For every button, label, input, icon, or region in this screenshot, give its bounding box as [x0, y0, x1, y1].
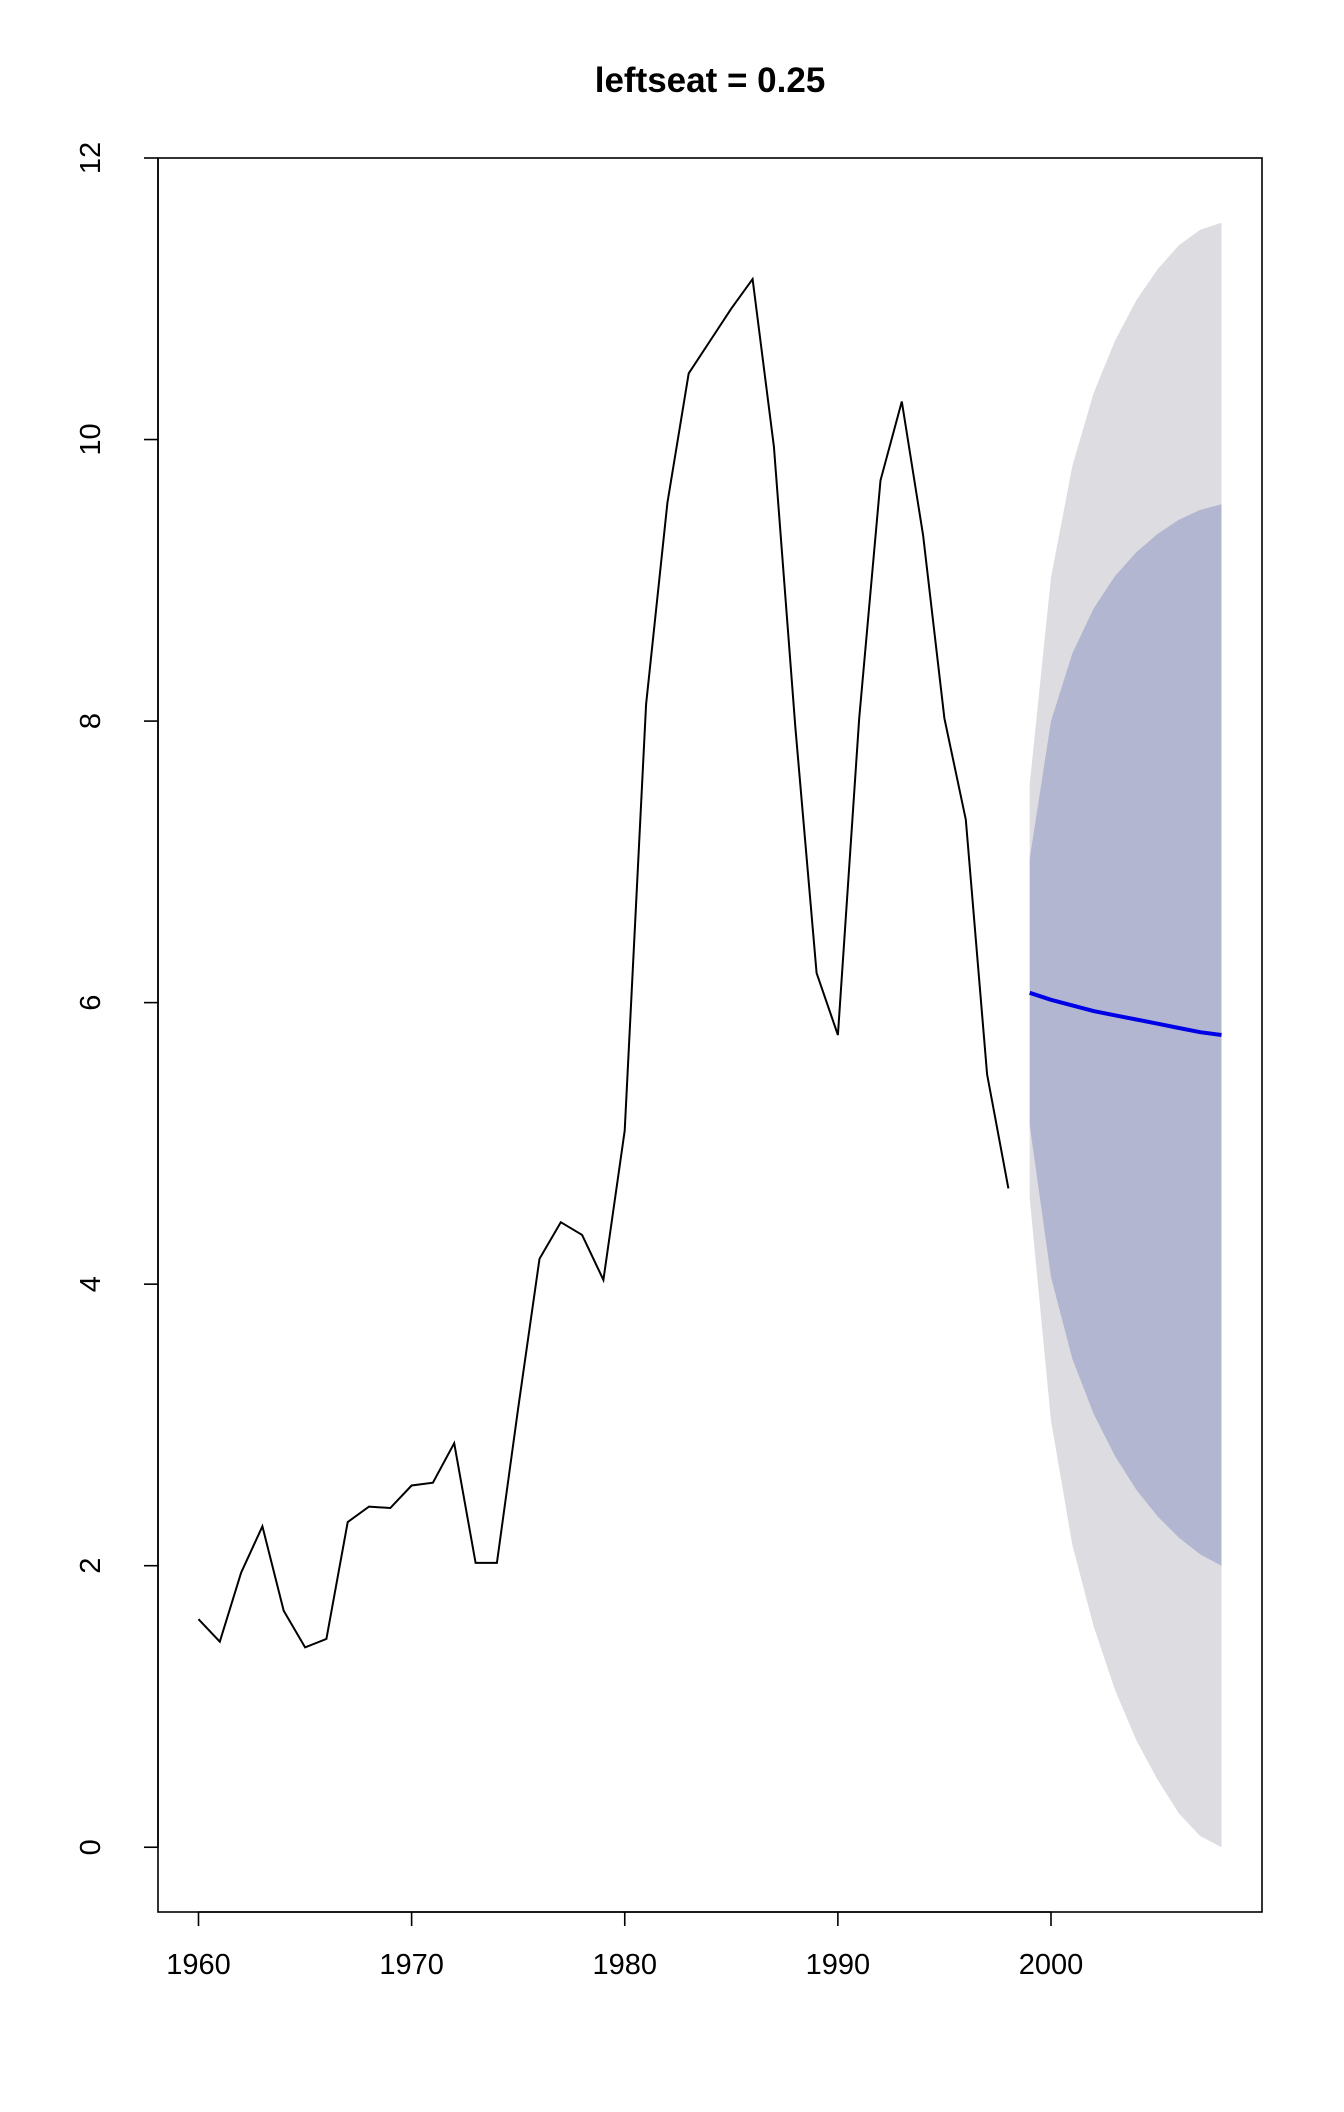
y-tick-label: 2 — [75, 1558, 107, 1574]
y-tick-label: 0 — [75, 1839, 107, 1855]
y-tick-label: 8 — [75, 713, 107, 729]
history-line — [197, 276, 1010, 1649]
y-tick-label: 10 — [75, 423, 107, 455]
y-axis: 0 2 4 6 8 10 12 — [75, 142, 159, 1855]
forecast-series — [1029, 990, 1222, 1037]
x-axis: 1960 1970 1980 1990 2000 — [166, 1911, 1084, 1981]
plot-frame — [157, 157, 1263, 1913]
x-tick-label: 1990 — [806, 1949, 871, 1981]
x-tick-label: 1970 — [379, 1949, 444, 1981]
y-tick-label: 4 — [75, 1276, 107, 1292]
y-tick-label: 6 — [75, 995, 107, 1011]
x-tick-label: 1980 — [592, 1949, 657, 1981]
chart-title: leftseat = 0.25 — [595, 61, 826, 100]
x-tick-label: 1960 — [166, 1949, 231, 1981]
y-tick-label: 12 — [75, 142, 107, 174]
history-series — [197, 276, 1010, 1649]
prediction-bands — [1029, 222, 1222, 1848]
band-80 — [1029, 504, 1222, 1566]
x-tick-label: 2000 — [1019, 1949, 1084, 1981]
forecast-line — [1029, 990, 1222, 1037]
